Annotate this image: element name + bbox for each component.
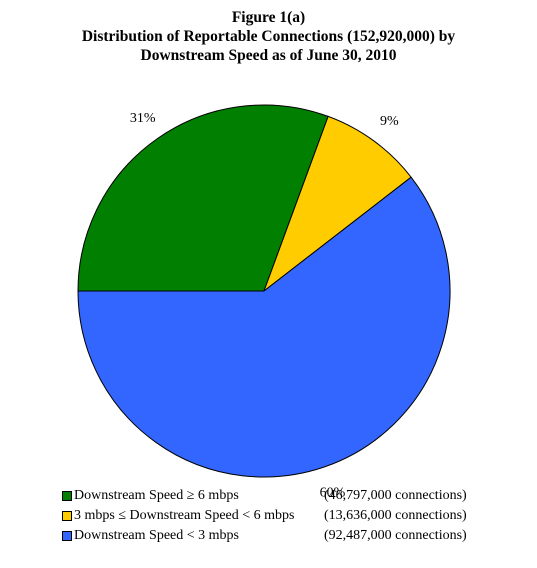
pie-slice	[77, 104, 329, 292]
slice-percent-label: 60%	[320, 486, 346, 501]
slice-percent-label: 31%	[130, 111, 156, 126]
slice-percent-label: 9%	[380, 114, 399, 129]
legend-swatch	[62, 531, 72, 541]
title-line-2: Distribution of Reportable Connections (…	[81, 28, 456, 45]
title-line-3: Downstream Speed as of June 30, 2010	[140, 47, 397, 64]
pie-slice	[77, 176, 451, 478]
legend-item: 3 mbps ≤ Downstream Speed < 6 mbps (13,6…	[62, 506, 492, 526]
legend: Downstream Speed ≥ 6 mbps (46,797,000 co…	[62, 486, 492, 546]
legend-label: Downstream Speed ≥ 6 mbps	[74, 488, 239, 503]
legend-swatch	[62, 491, 72, 501]
legend-swatch	[62, 511, 72, 521]
legend-item: Downstream Speed ≥ 6 mbps (46,797,000 co…	[62, 486, 492, 506]
figure-number: Figure 1(a)	[231, 9, 306, 26]
legend-label: Downstream Speed < 3 mbps	[74, 528, 239, 543]
chart-title: Figure 1(a) Distribution of Reportable C…	[0, 8, 537, 65]
legend-count: (13,636,000 connections)	[324, 508, 467, 523]
legend-count: (92,487,000 connections)	[324, 528, 467, 543]
legend-count: (46,797,000 connections)	[324, 488, 467, 503]
pie-slice	[262, 115, 412, 293]
legend-item: Downstream Speed < 3 mbps (92,487,000 co…	[62, 526, 492, 546]
legend-label: 3 mbps ≤ Downstream Speed < 6 mbps	[74, 508, 295, 523]
